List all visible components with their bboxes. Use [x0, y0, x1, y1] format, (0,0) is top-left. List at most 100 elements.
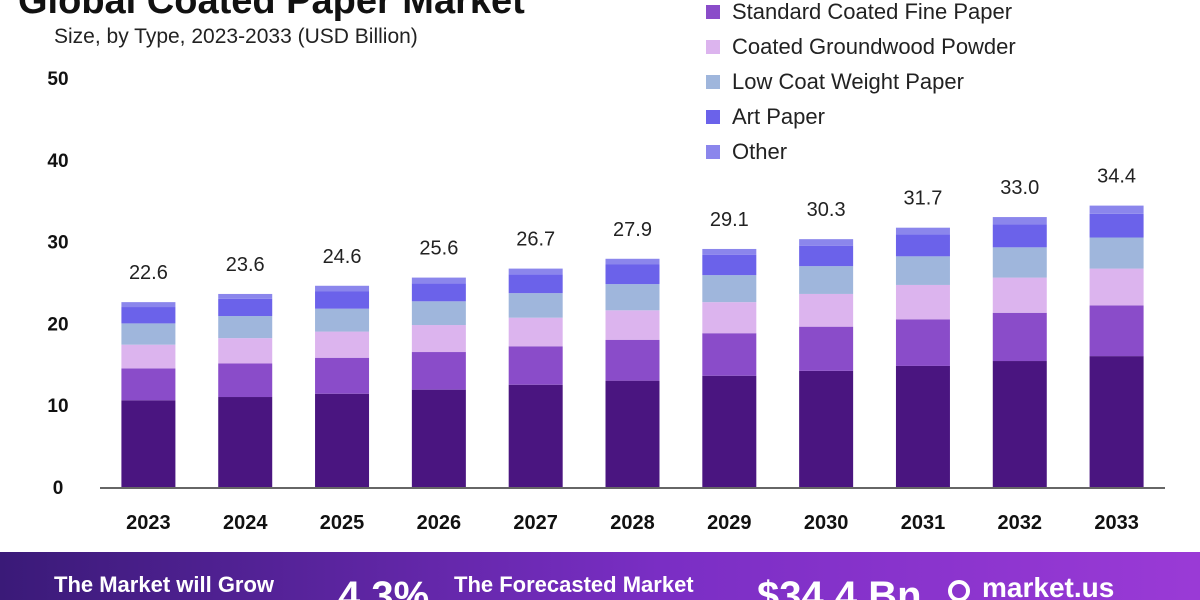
bar-segment-2028-s2 — [605, 310, 660, 340]
legend: Standard Coated Fine Paper Coated Ground… — [706, 0, 1016, 169]
legend-item-art-paper: Art Paper — [706, 99, 1016, 134]
bar-segment-2025-s2 — [315, 331, 370, 358]
x-tick-label-2023: 2023 — [126, 512, 171, 534]
x-tick-label-2026: 2026 — [417, 512, 462, 534]
bar-segment-2031-s1 — [895, 319, 950, 366]
bar-segment-2029-s3 — [702, 275, 757, 303]
x-tick-label-2029: 2029 — [707, 512, 752, 534]
bar-segment-2030-s3 — [799, 266, 854, 294]
x-tick-label-2032: 2032 — [998, 512, 1043, 534]
bar-segment-2033-s4 — [1089, 213, 1144, 238]
bar-segment-2030-s1 — [799, 326, 854, 371]
legend-label: Standard Coated Fine Paper — [732, 0, 1013, 24]
bar-segment-2028-s0 — [605, 380, 660, 487]
bar-segment-2023-s2 — [121, 344, 176, 369]
bar-segment-2029-s4 — [702, 254, 757, 276]
bar-segment-2032-s1 — [992, 312, 1047, 362]
bar-segment-2032-s4 — [992, 224, 1047, 248]
x-tick-label-2031: 2031 — [901, 512, 946, 534]
bar-segment-2027-s0 — [508, 384, 563, 487]
bar-segment-2029-s2 — [702, 302, 757, 334]
bar-segment-2023-s3 — [121, 323, 176, 345]
bar-segment-2030-s5 — [799, 239, 854, 246]
bar-segment-2024-s2 — [218, 338, 273, 364]
bar-segment-2033-s0 — [1089, 356, 1144, 487]
total-label-2024: 23.6 — [226, 254, 265, 276]
bar-segment-2029-s0 — [702, 375, 757, 487]
legend-swatch — [706, 39, 720, 54]
bar-segment-2027-s4 — [508, 274, 563, 294]
bar-segment-2033-s1 — [1089, 305, 1144, 357]
x-tick-label-2024: 2024 — [223, 512, 268, 534]
bar-segment-2026-s5 — [411, 277, 466, 284]
bar-segment-2024-s1 — [218, 363, 273, 398]
legend-swatch — [706, 4, 720, 19]
bar-segment-2027-s3 — [508, 293, 563, 318]
bar-segment-2032-s2 — [992, 277, 1047, 313]
bar-segment-2028-s4 — [605, 264, 660, 285]
bar-segment-2031-s4 — [895, 234, 950, 257]
bar-segment-2025-s0 — [315, 393, 370, 487]
banner-growth-text: The Market will Grow — [54, 572, 275, 597]
bar-segment-2023-s5 — [121, 302, 176, 308]
chart-title: Global Coated Paper Market — [18, 0, 525, 22]
legend-label: Art Paper — [732, 103, 825, 129]
total-label-2031: 31.7 — [903, 188, 942, 210]
bar-segment-2026-s3 — [411, 301, 466, 326]
bar-segment-2025-s1 — [315, 357, 370, 394]
chart-subtitle: Size, by Type, 2023-2033 (USD Billion) — [54, 25, 418, 48]
legend-label: Coated Groundwood Powder — [732, 33, 1016, 59]
x-tick-label-2030: 2030 — [804, 512, 849, 534]
bar-segment-2032-s5 — [992, 217, 1047, 225]
bar-segment-2029-s1 — [702, 333, 757, 376]
bar-segment-2024-s5 — [218, 293, 273, 299]
legend-swatch — [706, 74, 720, 89]
bar-segment-2031-s0 — [895, 365, 950, 487]
legend-swatch — [706, 144, 720, 159]
y-tick-label: 20 — [47, 314, 68, 335]
bar-segment-2031-s2 — [895, 284, 950, 320]
bar-segment-2026-s4 — [411, 283, 466, 302]
y-tick-label: 30 — [47, 233, 68, 254]
legend-swatch — [706, 109, 720, 124]
bar-segment-2023-s0 — [121, 400, 176, 487]
y-tick-label: 10 — [47, 396, 68, 417]
bar-segment-2025-s4 — [315, 291, 370, 309]
bar-segment-2023-s4 — [121, 307, 176, 324]
legend-item-low-coat-weight-paper: Low Coat Weight Paper — [706, 64, 1016, 99]
total-label-2023: 22.6 — [129, 262, 168, 284]
bar-segment-2032-s0 — [992, 361, 1047, 487]
legend-label: Low Coat Weight Paper — [732, 68, 964, 94]
x-tick-label-2025: 2025 — [320, 512, 365, 534]
legend-item-standard-coated-fine-paper: Standard Coated Fine Paper — [706, 0, 1016, 29]
bar-segment-2024-s0 — [218, 397, 273, 487]
legend-item-coated-groundwood-powder: Coated Groundwood Powder — [706, 29, 1016, 64]
bar-segment-2026-s0 — [411, 389, 466, 487]
bar-segment-2025-s3 — [315, 308, 370, 332]
bar-segment-2033-s2 — [1089, 268, 1144, 306]
market-us-logo-icon — [948, 580, 970, 600]
bar-segment-2026-s1 — [411, 352, 466, 390]
bar-segment-2024-s4 — [218, 298, 273, 317]
bar-segment-2032-s3 — [992, 247, 1047, 278]
total-label-2030: 30.3 — [807, 199, 846, 221]
bar-segment-2033-s3 — [1089, 237, 1144, 269]
x-tick-label-2028: 2028 — [610, 512, 655, 534]
bar-segment-2030-s4 — [799, 245, 854, 267]
total-label-2028: 27.9 — [613, 219, 652, 241]
banner-forecast-value: $34.4 Bn — [757, 574, 922, 600]
banner-cagr: 4.3% — [338, 574, 430, 600]
total-label-2033: 34.4 — [1097, 166, 1136, 188]
bar-segment-2023-s1 — [121, 368, 176, 401]
bar-segment-2031-s5 — [895, 227, 950, 235]
y-tick-label: 0 — [53, 478, 64, 499]
bar-segment-2030-s0 — [799, 370, 854, 487]
x-tick-label-2027: 2027 — [513, 512, 558, 534]
banner-brand: market.us — [982, 572, 1115, 600]
bar-segment-2026-s2 — [411, 325, 466, 353]
footer-banner: The Market will Grow 4.3% The Forecasted… — [0, 552, 1200, 600]
bar-segment-2030-s2 — [799, 293, 854, 327]
legend-item-other: Other — [706, 134, 1016, 169]
stacked-bar-chart: 0102030405022.6202323.6202424.6202525.62… — [47, 69, 1165, 534]
y-tick-label: 50 — [47, 69, 68, 90]
